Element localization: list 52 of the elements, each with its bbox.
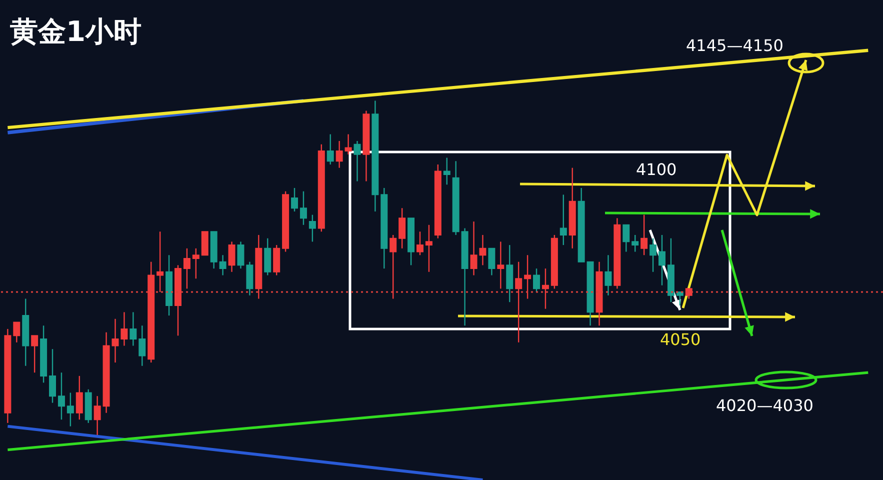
candlestick: [506, 244, 514, 303]
candlestick: [183, 248, 190, 290]
candlestick: [344, 134, 352, 156]
chart-title: 黄金1小时: [10, 15, 142, 48]
candlestick: [685, 288, 692, 300]
candlestick: [49, 348, 56, 404]
candlestick: [120, 312, 128, 346]
candlestick: [524, 254, 532, 300]
candlestick: [604, 254, 612, 296]
candlestick: [488, 248, 496, 276]
candlestick: [31, 335, 38, 374]
annotation: 4100: [636, 160, 677, 179]
candlestick: [497, 241, 504, 290]
text: 4145—4150: [686, 36, 784, 55]
candlestick: [443, 157, 450, 186]
candlestick: [201, 231, 208, 256]
candlestick: [398, 208, 406, 249]
candlestick: [308, 214, 316, 242]
candlestick: [542, 268, 549, 310]
candlestick: [94, 395, 101, 437]
candlestick: [138, 324, 146, 366]
candlestick: [390, 234, 397, 300]
candlestick: [560, 194, 567, 246]
candlestick: [130, 312, 137, 346]
candlestick: [640, 214, 648, 256]
candlestick: [246, 261, 254, 296]
candlestick: [533, 268, 540, 293]
candlestick: [354, 140, 361, 182]
candlestick: [264, 238, 272, 276]
candlestick: [192, 248, 200, 280]
candlestick: [632, 234, 639, 252]
candlestick: [336, 140, 343, 168]
candlestick: [228, 241, 236, 272]
candlestick: [237, 241, 244, 270]
candlestick: [650, 238, 657, 272]
annotation: 4050: [660, 330, 701, 349]
candlestick: [425, 224, 432, 272]
candlestick: [658, 234, 666, 286]
candlestick: [219, 254, 226, 276]
candlestick: [515, 261, 522, 343]
candlestick: [58, 372, 65, 420]
candlestick: [76, 375, 83, 420]
candlestick: [13, 322, 20, 343]
candlestick: [156, 231, 164, 293]
candlestick: [300, 190, 307, 226]
annotation: 4020—4030: [716, 396, 814, 415]
candlestick: [416, 231, 424, 256]
candlestick: [66, 392, 74, 427]
candlestick: [326, 134, 334, 166]
candlestick: [622, 224, 630, 252]
candlestick: [291, 187, 298, 212]
candlestick: [273, 244, 280, 276]
